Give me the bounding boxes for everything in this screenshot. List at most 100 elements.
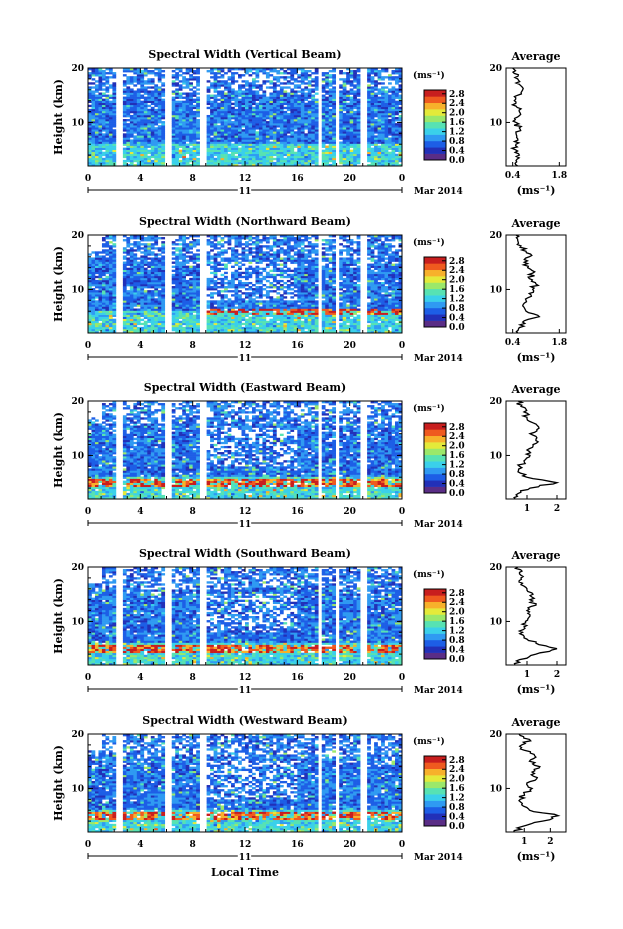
heatmap-cell [108,265,113,268]
heatmap-cell [213,106,218,110]
heatmap-cell [248,129,253,132]
heatmap-cell [269,153,274,157]
heatmap-cell [189,241,193,244]
heatmap-cell [157,310,162,313]
heatmap-cell [192,86,197,89]
heatmap-cell [279,141,284,144]
heatmap-cell [108,163,113,167]
heatmap-cell [112,269,117,273]
heatmap-cell [356,121,361,124]
heatmap-cell [269,112,274,116]
heatmap-cell [161,135,166,138]
heatmap-cell [224,92,228,95]
heatmap-cell [189,121,193,124]
heatmap-cell [192,241,197,244]
heatmap-cell [283,131,288,134]
heatmap-cell [91,284,96,287]
heatmap-cell [245,133,249,136]
heatmap-cell [143,159,148,163]
heatmap-cell [304,94,309,97]
heatmap-cell [217,157,221,161]
heatmap-cell [377,137,382,140]
heatmap-cell [276,108,281,112]
heatmap-cell [220,131,225,134]
heatmap-cell [286,106,291,110]
heatmap-cell [325,121,330,124]
heatmap-cell [370,137,375,140]
heatmap-cell [105,253,110,256]
heatmap-cell [262,98,267,101]
heatmap-cell [122,304,127,307]
heatmap-cell [276,139,281,142]
heatmap-cell [227,320,232,324]
heatmap-cell [220,143,225,146]
heatmap-cell [346,80,350,83]
heatmap-cell [217,135,221,138]
heatmap-cell [91,68,96,71]
heatmap-cell [231,90,235,93]
heatmap-cell [381,98,385,101]
heatmap-cell [210,261,214,264]
heatmap-cell [175,74,180,77]
heatmap-cell [398,129,403,132]
heatmap-cell [101,330,106,334]
heatmap-cell [388,163,392,167]
heatmap-cell [140,284,145,287]
heatmap-cell [297,117,302,120]
heatmap-cell [112,320,117,324]
heatmap-cell [224,106,228,110]
heatmap-cell [213,100,218,104]
heatmap-cell [175,147,180,150]
heatmap-cell [150,72,155,75]
heatmap-cell [290,161,295,165]
heatmap-cell [356,84,361,87]
heatmap-cell [227,133,232,136]
heatmap-cell [238,100,242,104]
heatmap-cell [161,123,166,126]
heatmap-cell [283,135,288,138]
heatmap-cell [353,106,357,110]
heatmap-cell [171,298,176,301]
heatmap-cell [370,133,375,136]
heatmap-cell [248,108,253,112]
heatmap-cell [161,318,166,322]
heatmap-cell [227,330,232,334]
heatmap-cell [157,159,162,163]
heatmap-cell [262,110,267,114]
heatmap-cell [391,102,396,106]
heatmap-cell [210,235,214,238]
heatmap-cell [189,251,193,254]
heatmap-cell [374,92,378,95]
heatmap-cell [238,108,242,112]
heatmap-cell [178,310,183,313]
heatmap-cell [126,114,131,118]
heatmap-cell [332,145,337,148]
heatmap-cell [122,296,127,299]
heatmap-cell [129,251,134,254]
heatmap-cell [328,80,333,83]
heatmap-cell [189,318,193,322]
heatmap-cell [112,129,117,132]
heatmap-cell [157,100,162,104]
heatmap-cell [140,296,145,299]
heatmap-cell [224,257,228,260]
heatmap-cell [293,108,298,112]
heatmap-cell [157,149,162,153]
heatmap-cell [286,153,291,157]
heatmap-cell [206,149,211,153]
heatmap-cell [88,151,92,155]
heatmap-cell [94,253,99,256]
heatmap-cell [108,271,113,275]
heatmap-cell [217,82,221,85]
heatmap-cell [105,269,110,273]
heatmap-cell [101,74,106,77]
heatmap-cell [269,155,274,159]
heatmap-cell [251,149,256,153]
heatmap-cell [384,127,389,130]
heatmap-cell [105,163,110,167]
heatmap-cell [101,145,106,148]
heatmap-cell [108,125,113,128]
heatmap-cell [224,94,228,97]
heatmap-cell [154,239,159,242]
heatmap-cell [293,137,298,140]
